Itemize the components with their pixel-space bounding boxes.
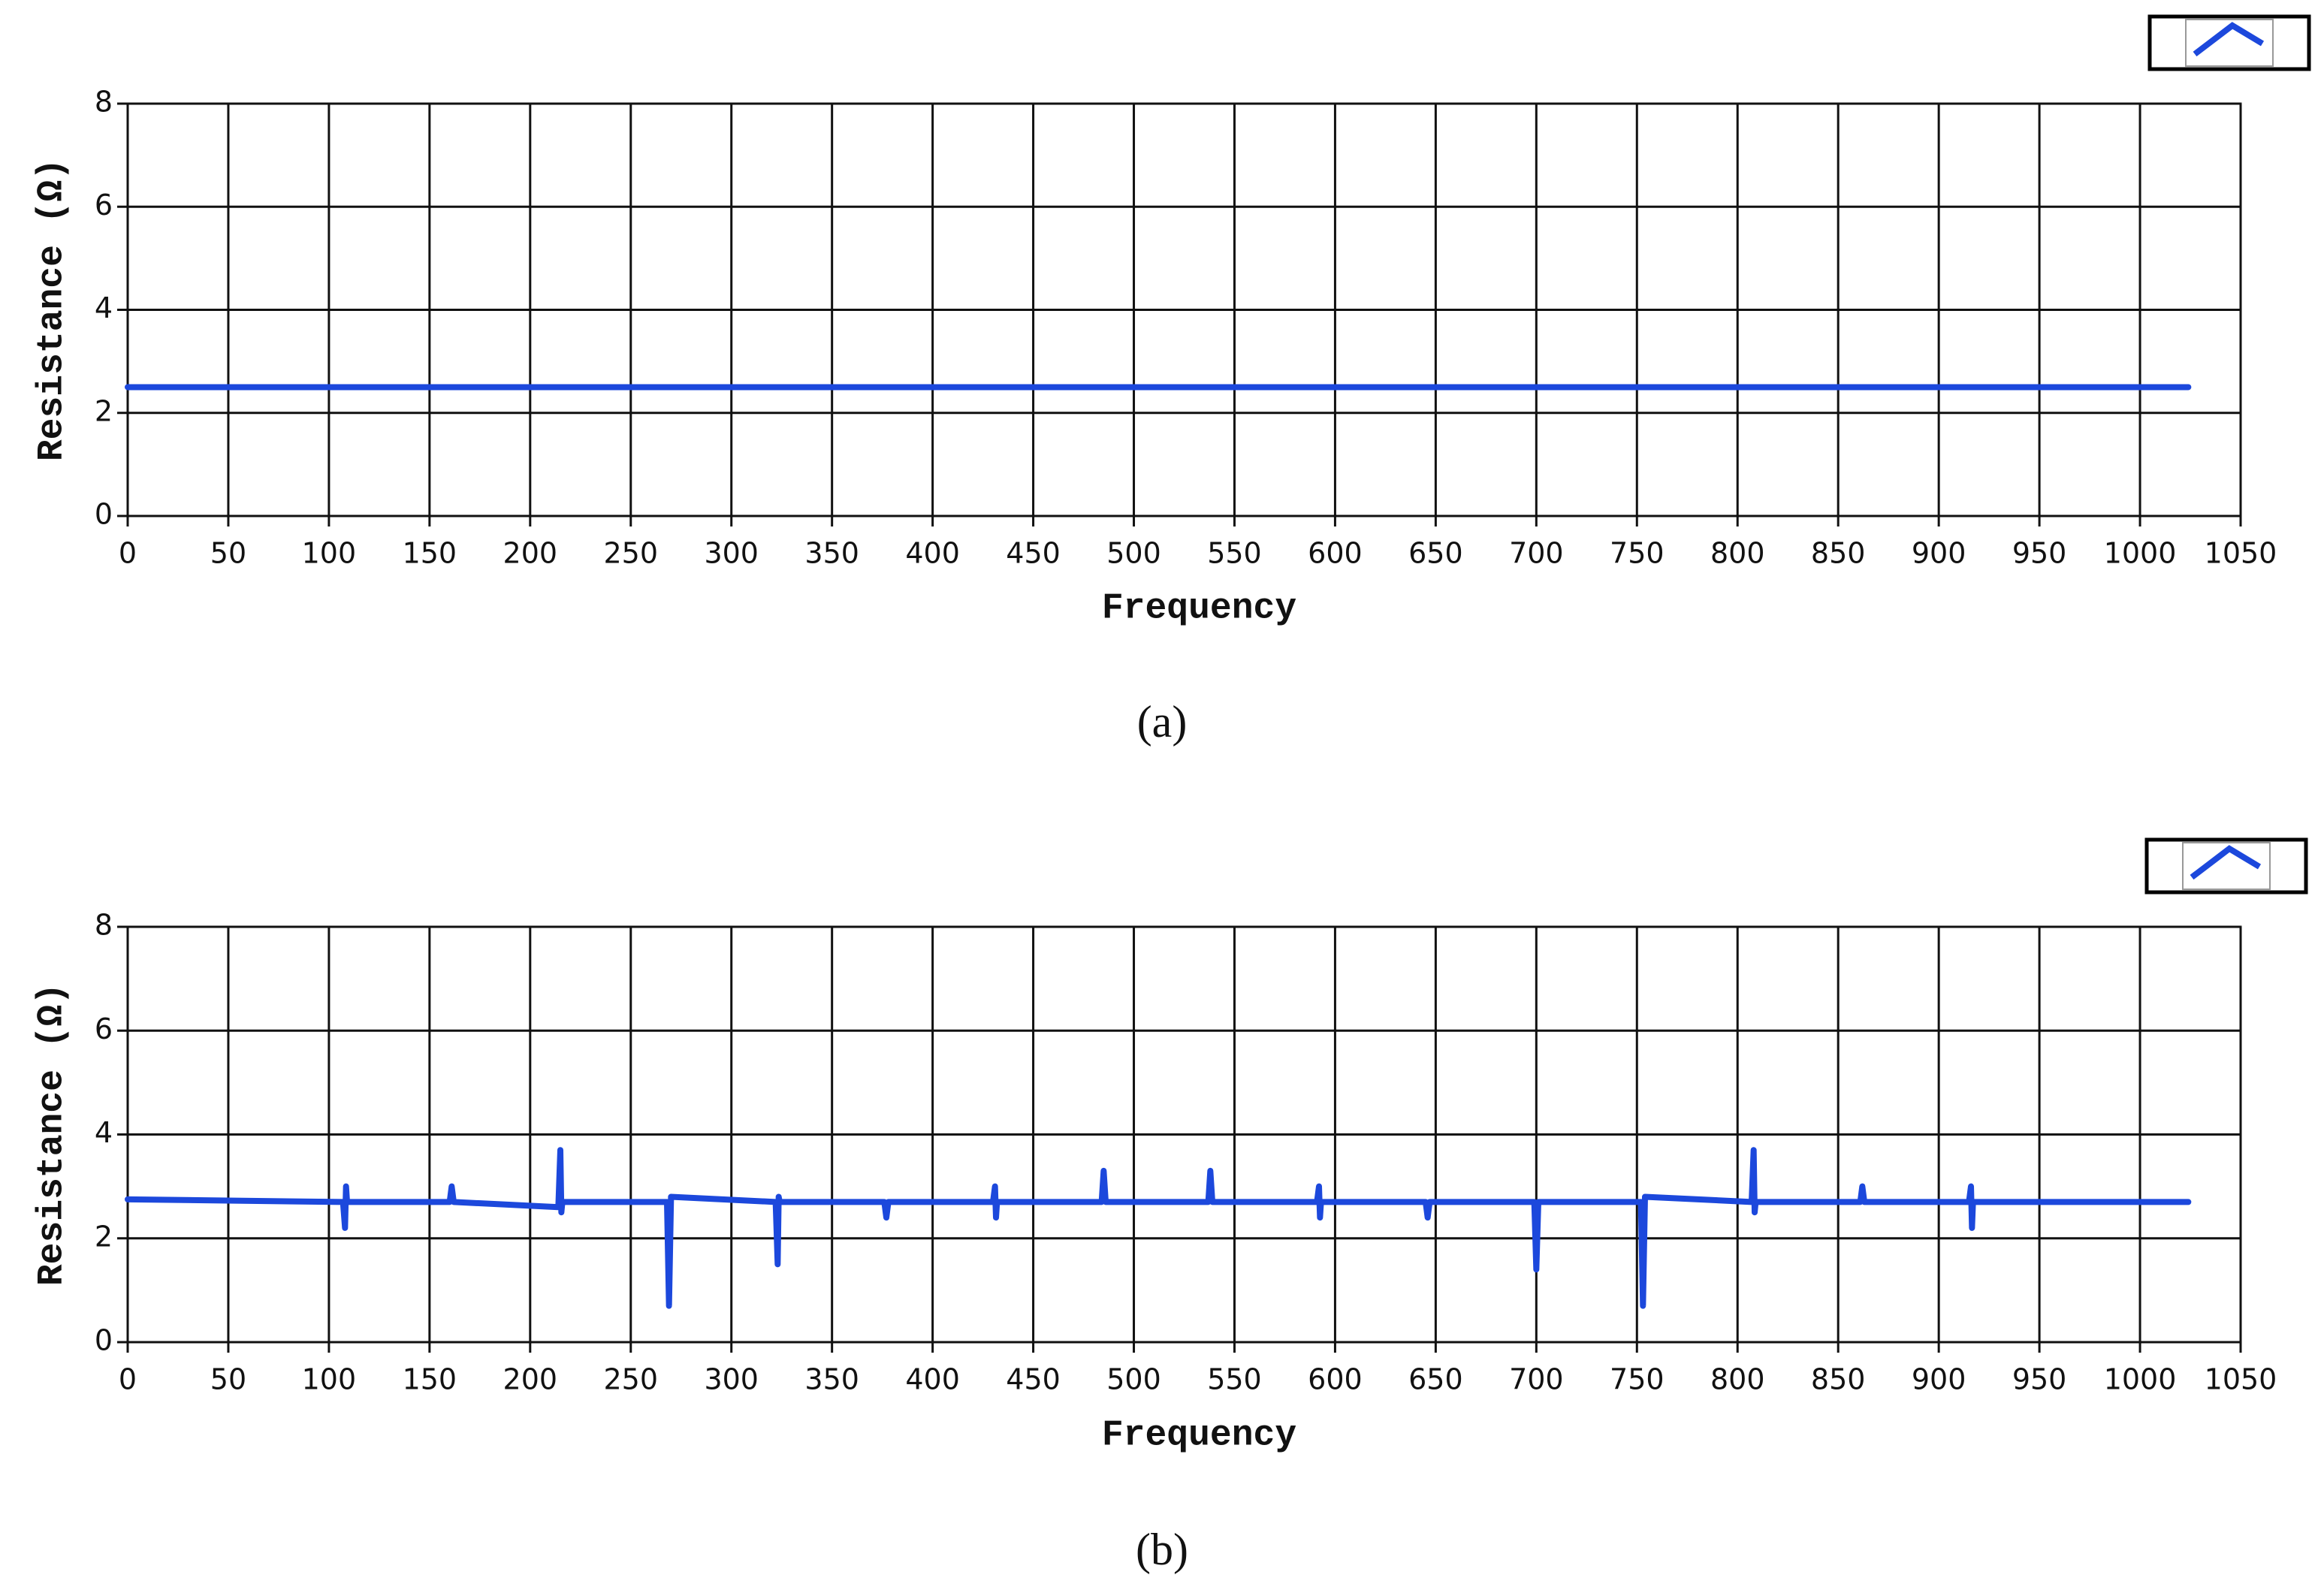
- x-tick-label: 850: [1811, 537, 1866, 570]
- x-tick-label: 1000: [2104, 1363, 2177, 1396]
- x-tick-label: 550: [1207, 537, 1262, 570]
- x-tick-label: 800: [1710, 1363, 1765, 1396]
- caption: (a): [1137, 697, 1188, 747]
- x-axis-label: Frequency: [1102, 1416, 1296, 1456]
- x-tick-label: 650: [1408, 537, 1463, 570]
- data-line: [125, 1147, 2192, 1309]
- y-tick-label: 4: [95, 1116, 113, 1149]
- legend-icon-b: [2144, 837, 2308, 895]
- x-tick-label: 750: [1610, 537, 1665, 570]
- x-tick-label: 900: [1912, 1363, 1966, 1396]
- x-tick-label: 500: [1106, 537, 1161, 570]
- x-tick-label: 1050: [2205, 1363, 2277, 1396]
- x-axis-label: Frequency: [1102, 589, 1296, 629]
- x-tick-label: 450: [1006, 537, 1061, 570]
- x-tick-label: 950: [2012, 1363, 2067, 1396]
- x-tick-label: 300: [704, 1363, 759, 1396]
- y-tick-label: 6: [95, 1012, 113, 1045]
- x-tick-label: 50: [210, 537, 246, 570]
- y-tick-label: 2: [95, 1220, 113, 1253]
- y-tick-label: 8: [95, 909, 113, 942]
- y-axis-label: Resistance (Ω): [32, 158, 73, 461]
- x-tick-label: 400: [905, 537, 960, 570]
- x-tick-label: 200: [503, 537, 558, 570]
- y-tick-label: 4: [95, 291, 113, 324]
- x-tick-label: 800: [1710, 537, 1765, 570]
- y-tick-label: 0: [95, 498, 113, 531]
- x-tick-label: 600: [1308, 1363, 1363, 1396]
- x-tick-label: 600: [1308, 537, 1363, 570]
- y-tick-label: 6: [95, 189, 113, 222]
- x-tick-label: 150: [403, 537, 457, 570]
- x-tick-label: 750: [1610, 1363, 1665, 1396]
- x-tick-label: 950: [2012, 537, 2067, 570]
- x-tick-label: 50: [210, 1363, 246, 1396]
- x-tick-label: 300: [704, 537, 759, 570]
- x-tick-label: 650: [1408, 1363, 1463, 1396]
- x-tick-label: 100: [302, 1363, 357, 1396]
- y-tick-label: 2: [95, 394, 113, 427]
- x-tick-label: 450: [1006, 1363, 1061, 1396]
- x-tick-label: 150: [403, 1363, 457, 1396]
- caption: (b): [1136, 1525, 1188, 1574]
- x-tick-label: 0: [119, 1363, 137, 1396]
- x-tick-label: 100: [302, 537, 357, 570]
- y-tick-label: 0: [95, 1324, 113, 1357]
- x-tick-label: 200: [503, 1363, 558, 1396]
- x-tick-label: 1000: [2104, 537, 2177, 570]
- x-tick-label: 700: [1509, 1363, 1564, 1396]
- x-tick-label: 1050: [2205, 537, 2277, 570]
- x-tick-label: 700: [1509, 537, 1564, 570]
- x-tick-label: 500: [1106, 1363, 1161, 1396]
- x-tick-label: 350: [804, 537, 859, 570]
- x-tick-label: 250: [603, 537, 658, 570]
- legend-icon-a: [2147, 14, 2311, 71]
- x-tick-label: 250: [603, 1363, 658, 1396]
- x-tick-label: 0: [119, 537, 137, 570]
- x-tick-label: 850: [1811, 1363, 1866, 1396]
- x-tick-label: 900: [1912, 537, 1966, 570]
- x-tick-label: 550: [1207, 1363, 1262, 1396]
- y-tick-label: 8: [95, 86, 113, 119]
- x-tick-label: 400: [905, 1363, 960, 1396]
- x-tick-label: 350: [804, 1363, 859, 1396]
- y-axis-label: Resistance (Ω): [32, 983, 73, 1286]
